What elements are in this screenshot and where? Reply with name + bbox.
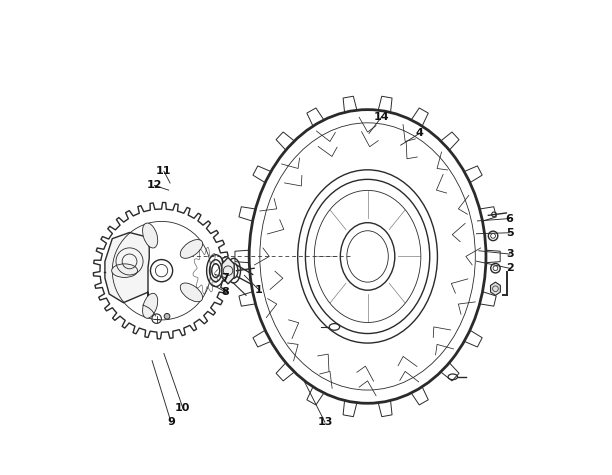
Polygon shape — [491, 282, 501, 295]
Polygon shape — [105, 232, 149, 303]
Ellipse shape — [181, 239, 203, 258]
Text: 3: 3 — [506, 249, 513, 259]
Text: 14: 14 — [374, 112, 390, 122]
Text: 11: 11 — [156, 166, 172, 176]
Polygon shape — [222, 257, 234, 284]
Text: 6: 6 — [506, 214, 513, 224]
Ellipse shape — [181, 283, 203, 302]
Text: 7: 7 — [222, 273, 230, 283]
Text: 1: 1 — [255, 285, 263, 294]
Text: 8: 8 — [222, 287, 230, 297]
Ellipse shape — [111, 264, 138, 277]
Ellipse shape — [143, 294, 158, 318]
Ellipse shape — [143, 223, 158, 248]
Text: 5: 5 — [506, 228, 513, 238]
Text: 13: 13 — [317, 417, 333, 427]
Text: 12: 12 — [147, 180, 162, 190]
Text: 4: 4 — [416, 128, 424, 138]
Text: 10: 10 — [175, 403, 190, 413]
Circle shape — [164, 314, 170, 319]
Text: 2: 2 — [506, 263, 513, 273]
Text: 9: 9 — [167, 417, 175, 427]
